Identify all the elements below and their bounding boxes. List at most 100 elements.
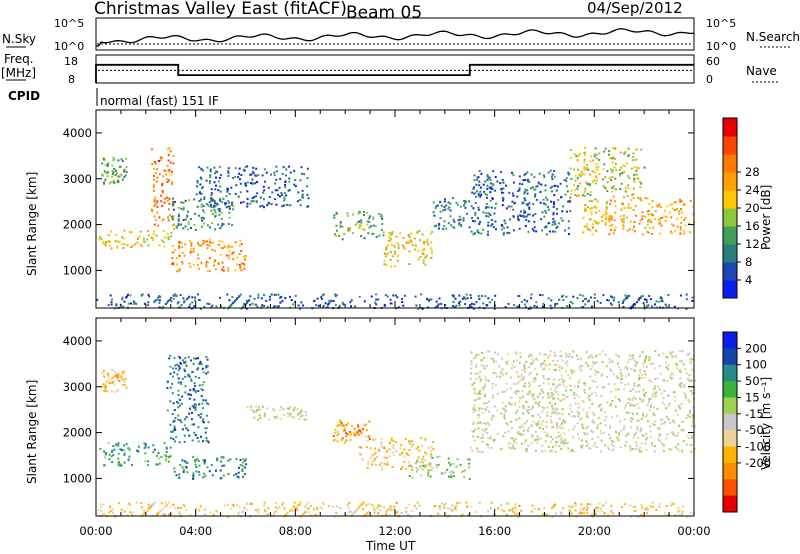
velocity-cell — [632, 436, 635, 439]
velocity-cell — [513, 439, 516, 442]
velocity-cell — [273, 415, 276, 418]
power-cell — [189, 265, 192, 268]
velocity-cell — [478, 501, 481, 504]
velocity-cell — [641, 506, 643, 509]
velocity-cell — [103, 450, 105, 453]
power-cell — [550, 200, 553, 203]
velocity-cell — [205, 437, 208, 439]
velocity-cell — [107, 372, 110, 375]
velocity-cell — [658, 388, 661, 391]
power-cell — [583, 173, 586, 176]
power-cell — [386, 295, 389, 298]
power-cell — [532, 186, 534, 189]
velocity-cell — [196, 436, 199, 439]
velocity-cell — [282, 501, 285, 504]
velocity-cell — [560, 441, 562, 444]
power-cell — [167, 159, 170, 162]
velocity-cell — [429, 469, 432, 472]
power-cell — [508, 218, 511, 221]
velocity-cell — [349, 432, 352, 435]
velocity-range-axis-label: Slant Range [km] — [25, 380, 39, 484]
power-cell — [246, 202, 249, 205]
power-cell — [213, 202, 216, 205]
power-cell — [371, 232, 374, 235]
velocity-cell — [232, 474, 235, 477]
power-cell — [104, 241, 107, 243]
velocity-cell — [244, 466, 247, 469]
power-cell — [591, 200, 594, 203]
power-cell — [123, 243, 126, 246]
velocity-cell — [580, 503, 583, 506]
power-cell — [576, 187, 579, 190]
velocity-cell — [166, 387, 169, 389]
velocity-cell — [298, 503, 301, 506]
power-cell — [242, 305, 245, 308]
velocity-cell — [438, 506, 441, 509]
power-cell — [367, 232, 370, 235]
velocity-cell — [583, 389, 586, 392]
velocity-cell — [357, 426, 360, 429]
power-cell — [624, 294, 627, 297]
velocity-cell — [658, 433, 661, 436]
power-cell — [193, 198, 196, 201]
power-cell — [463, 296, 466, 299]
power-cell — [569, 210, 572, 213]
power-cell — [622, 227, 625, 230]
velocity-cell — [601, 361, 604, 363]
power-cell — [669, 211, 672, 214]
velocity-cell — [545, 378, 548, 381]
power-cell — [209, 226, 211, 229]
velocity-cell — [216, 457, 219, 460]
velocity-cell — [232, 504, 235, 507]
power-cell — [252, 166, 255, 169]
power-cell — [231, 245, 234, 248]
velocity-cell — [482, 428, 485, 431]
velocity-cell — [392, 446, 395, 449]
power-cell — [495, 228, 497, 231]
velocity-cell — [474, 391, 477, 394]
power-cell — [164, 303, 167, 306]
velocity-cell — [549, 396, 551, 399]
velocity-cell — [670, 448, 673, 451]
power-cell — [486, 175, 489, 178]
power-cell — [623, 170, 626, 173]
velocity-cell — [653, 414, 656, 417]
power-cell — [158, 299, 161, 302]
power-cell — [565, 177, 568, 180]
velocity-cell — [115, 373, 118, 376]
velocity-cell — [542, 428, 545, 430]
velocity-cell — [592, 421, 595, 424]
velocity-cell — [137, 445, 140, 448]
velocity-cell — [144, 452, 147, 455]
velocity-cell — [656, 427, 659, 430]
velocity-cell — [407, 454, 410, 456]
power-cell — [574, 189, 577, 192]
power-cell — [275, 203, 278, 206]
power-cell — [116, 181, 119, 183]
power-cell — [612, 147, 615, 150]
velocity-cell — [633, 433, 636, 436]
velocity-colorbar-swatch — [723, 364, 737, 382]
velocity-cell — [585, 440, 588, 443]
velocity-cell — [556, 407, 559, 410]
power-cell — [261, 204, 264, 207]
power-cell — [111, 298, 113, 301]
velocity-cell — [515, 390, 518, 392]
power-range-axis-label: Slant Range [km] — [25, 172, 39, 276]
power-cell — [572, 183, 575, 186]
velocity-cell — [358, 429, 360, 432]
power-cell — [275, 165, 278, 168]
power-cell — [623, 165, 626, 168]
velocity-cell — [652, 393, 655, 396]
velocity-cell — [658, 365, 661, 367]
power-cell — [175, 257, 178, 259]
power-cell — [251, 182, 254, 185]
power-cell — [589, 160, 592, 163]
power-cell — [251, 197, 254, 200]
power-cell — [651, 200, 654, 203]
velocity-cell — [336, 505, 339, 508]
power-cell — [168, 169, 171, 171]
velocity-cell — [99, 506, 102, 509]
velocity-cell — [561, 359, 564, 362]
velocity-cell — [137, 450, 140, 453]
